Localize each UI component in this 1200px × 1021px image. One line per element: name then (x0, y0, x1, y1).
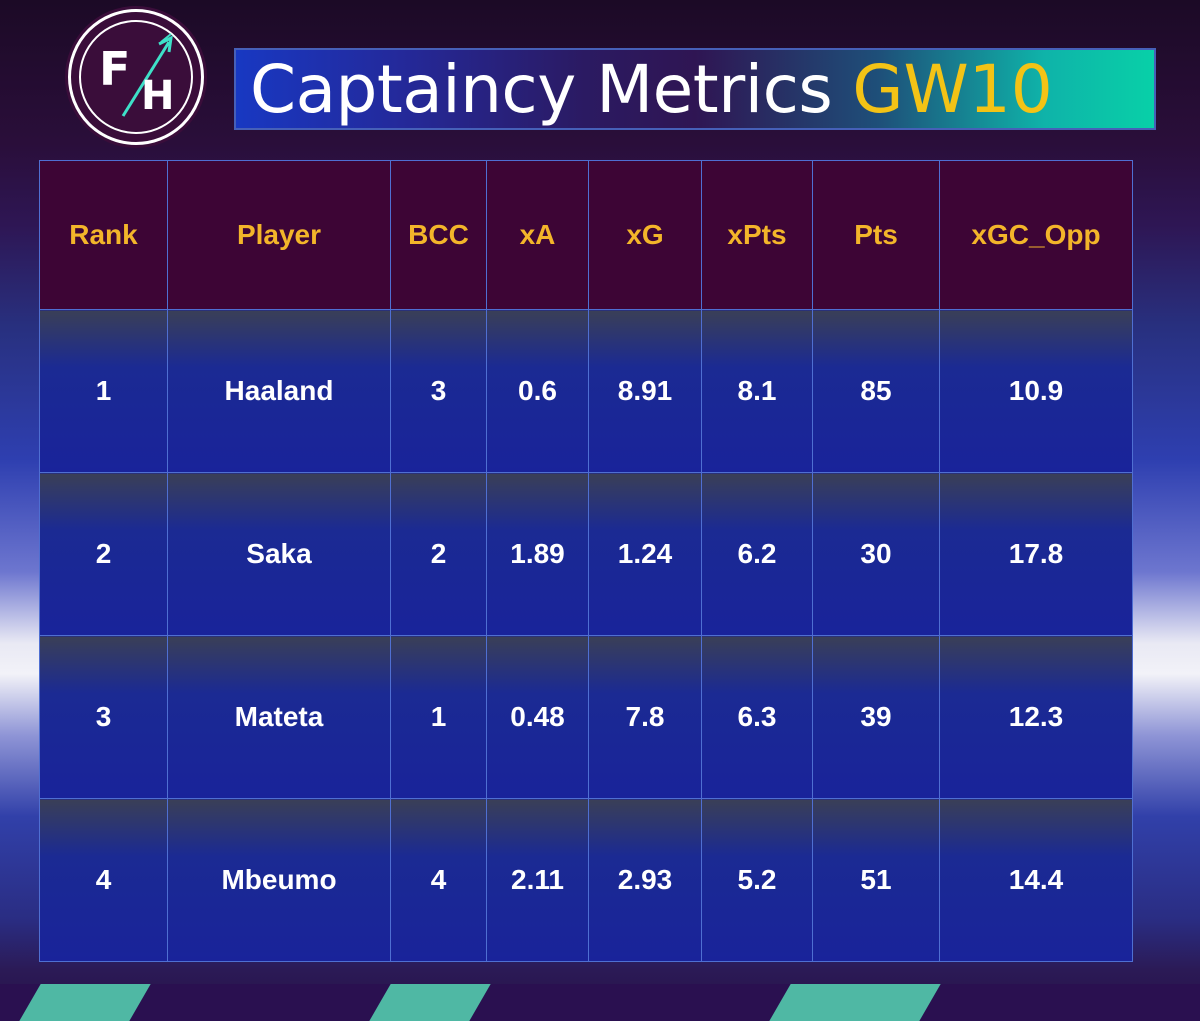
cell-rank: 1 (39, 309, 168, 473)
table-row: 4 Mbeumo 4 2.11 2.93 5.2 51 14.4 (39, 798, 1133, 962)
header-xgc-opp: xGC_Opp (939, 160, 1133, 310)
trident-icon (121, 33, 173, 117)
cell-player: Saka (167, 472, 391, 636)
cell-xpts: 6.3 (701, 635, 813, 799)
header-xa: xA (486, 160, 589, 310)
fh-logo: F H (68, 9, 204, 145)
logo-ring (79, 20, 193, 134)
cell-xg: 8.91 (588, 309, 702, 473)
cell-pts: 30 (812, 472, 940, 636)
cell-pts: 39 (812, 635, 940, 799)
header-player: Player (167, 160, 391, 310)
header-row: Rank Player BCC xA xG xPts Pts xGC_Opp (39, 160, 1133, 310)
gameweek-label: GW10 (852, 50, 1053, 128)
cell-xgc-opp: 17.8 (939, 472, 1133, 636)
header-rank: Rank (39, 160, 168, 310)
cell-player: Mateta (167, 635, 391, 799)
cell-xa: 2.11 (486, 798, 589, 962)
cell-pts: 85 (812, 309, 940, 473)
cell-xpts: 8.1 (701, 309, 813, 473)
bottom-decor-strip (0, 984, 1200, 1021)
cell-xpts: 6.2 (701, 472, 813, 636)
cell-bcc: 1 (390, 635, 487, 799)
title-banner: Captaincy Metrics GW10 (234, 48, 1156, 130)
cell-xg: 7.8 (588, 635, 702, 799)
header-bcc: BCC (390, 160, 487, 310)
table-row: 2 Saka 2 1.89 1.24 6.2 30 17.8 (39, 472, 1133, 636)
cell-xg: 2.93 (588, 798, 702, 962)
header-xpts: xPts (701, 160, 813, 310)
logo-letter-f: F (99, 42, 131, 96)
cell-xgc-opp: 14.4 (939, 798, 1133, 962)
cell-xpts: 5.2 (701, 798, 813, 962)
decor-stripe (369, 984, 491, 1021)
cell-rank: 4 (39, 798, 168, 962)
cell-rank: 3 (39, 635, 168, 799)
decor-stripe (19, 984, 151, 1021)
cell-xa: 1.89 (486, 472, 589, 636)
cell-xa: 0.48 (486, 635, 589, 799)
header-xg: xG (588, 160, 702, 310)
table-row: 3 Mateta 1 0.48 7.8 6.3 39 12.3 (39, 635, 1133, 799)
decor-stripe (769, 984, 941, 1021)
captaincy-table: Rank Player BCC xA xG xPts Pts xGC_Opp 1… (39, 160, 1133, 962)
cell-bcc: 4 (390, 798, 487, 962)
table-row: 1 Haaland 3 0.6 8.91 8.1 85 10.9 (39, 309, 1133, 473)
cell-pts: 51 (812, 798, 940, 962)
page-title: Captaincy Metrics (250, 50, 833, 128)
header-pts: Pts (812, 160, 940, 310)
cell-xg: 1.24 (588, 472, 702, 636)
cell-player: Mbeumo (167, 798, 391, 962)
cell-xa: 0.6 (486, 309, 589, 473)
cell-rank: 2 (39, 472, 168, 636)
cell-bcc: 3 (390, 309, 487, 473)
logo-letter-h: H (141, 73, 175, 119)
cell-bcc: 2 (390, 472, 487, 636)
cell-xgc-opp: 12.3 (939, 635, 1133, 799)
cell-xgc-opp: 10.9 (939, 309, 1133, 473)
cell-player: Haaland (167, 309, 391, 473)
